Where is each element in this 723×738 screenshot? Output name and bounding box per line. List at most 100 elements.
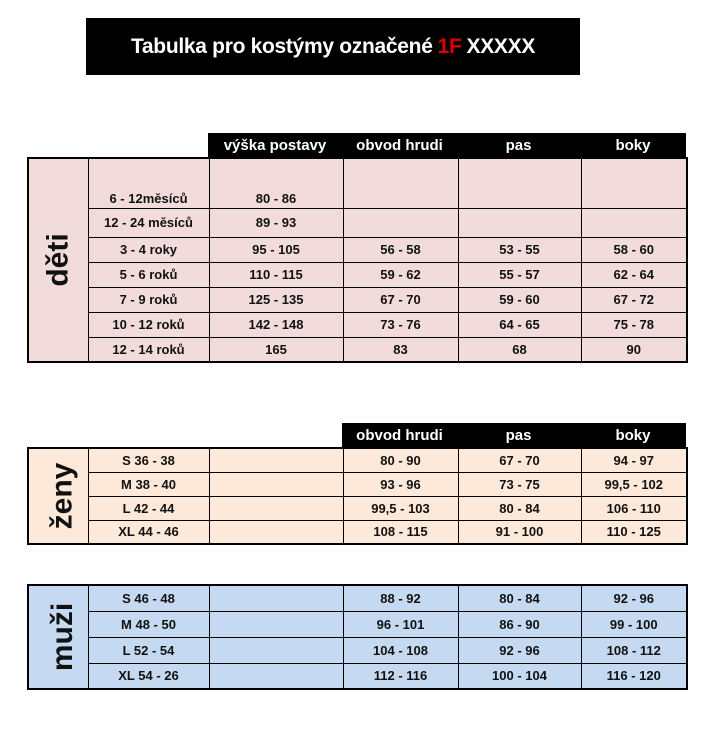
muzi-table: muži S 46 - 48 88 - 92 80 - 84 92 - 96 M 48 -… — [27, 584, 688, 690]
value-cell — [580, 157, 688, 209]
value-cell: 83 — [342, 336, 459, 363]
size-cell: S 46 - 48 — [87, 584, 210, 612]
zeny-header-row: obvod hrudi pas boky — [342, 423, 686, 448]
value-cell: 67 - 70 — [457, 447, 582, 473]
deti-header-row: výška postavy obvod hrudi pas boky — [208, 133, 686, 158]
table-row: 12 - 14 roků 165 83 68 90 — [28, 336, 688, 363]
value-cell: 91 - 100 — [457, 519, 582, 545]
value-cell: 116 - 120 — [580, 662, 688, 690]
header-obvod: obvod hrudi — [356, 427, 443, 444]
table-row: děti 6 - 12měsíců 80 - 86 — [27, 157, 688, 363]
size-cell: 12 - 24 měsíců — [87, 207, 210, 238]
value-cell — [208, 471, 344, 497]
title-highlight: 1F — [437, 34, 462, 58]
table-row: XL 54 - 26 112 - 116 100 - 104 116 - 120 — [28, 662, 688, 690]
page-title: Tabulka pro kostýmy označené 1F XXXXX — [86, 18, 580, 75]
value-cell — [208, 636, 344, 664]
size-cell: XL 44 - 46 — [87, 519, 210, 545]
value-cell — [208, 584, 344, 612]
title-prefix: Tabulka pro kostýmy označené — [130, 34, 433, 58]
size-cell: L 42 - 44 — [87, 495, 210, 521]
table-row: M 48 - 50 96 - 101 86 - 90 99 - 100 — [28, 610, 688, 638]
value-cell: 56 - 58 — [342, 236, 459, 263]
value-cell: 99,5 - 102 — [580, 471, 688, 497]
value-cell: 59 - 60 — [457, 286, 582, 313]
size-cell: M 38 - 40 — [87, 471, 210, 497]
value-cell: 67 - 70 — [342, 286, 459, 313]
value-cell: 165 — [208, 336, 344, 363]
size-cell: 12 - 14 roků — [87, 336, 210, 363]
header-pas: pas — [505, 137, 532, 154]
deti-table: děti 6 - 12měsíců 80 - 86 12 - 24 měsíců 89 … — [27, 157, 688, 363]
value-cell: 96 - 101 — [342, 610, 459, 638]
value-cell — [208, 610, 344, 638]
value-cell: 53 - 55 — [457, 236, 582, 263]
title-suffix: XXXXX — [466, 34, 536, 58]
value-cell: 59 - 62 — [342, 261, 459, 288]
value-cell: 80 - 86 — [208, 157, 344, 209]
table-row: 7 - 9 roků 125 - 135 67 - 70 59 - 60 67 - 72 — [28, 286, 688, 313]
value-cell: 90 — [580, 336, 688, 363]
category-label: děti — [41, 233, 75, 287]
value-cell — [208, 447, 344, 473]
value-cell: 73 - 75 — [457, 471, 582, 497]
value-cell: 110 - 125 — [580, 519, 688, 545]
category-label-cell: muži — [27, 584, 89, 690]
value-cell: 108 - 112 — [580, 636, 688, 664]
size-cell: L 52 - 54 — [87, 636, 210, 664]
size-cell: 5 - 6 roků — [87, 261, 210, 288]
category-label: ženy — [45, 462, 79, 530]
header-boky: boky — [615, 427, 651, 444]
value-cell: 73 - 76 — [342, 311, 459, 338]
value-cell: 104 - 108 — [342, 636, 459, 664]
value-cell: 55 - 57 — [457, 261, 582, 288]
value-cell: 142 - 148 — [208, 311, 344, 338]
table-row: ženy S 36 - 38 80 - 90 67 - 70 94 - 97 — [27, 447, 688, 545]
value-cell — [208, 662, 344, 690]
value-cell: 75 - 78 — [580, 311, 688, 338]
value-cell: 62 - 64 — [580, 261, 688, 288]
value-cell: 67 - 72 — [580, 286, 688, 313]
size-cell: XL 54 - 26 — [87, 662, 210, 690]
value-cell — [457, 207, 582, 238]
table-row: 12 - 24 měsíců 89 - 93 — [28, 207, 688, 238]
table-row: muži S 46 - 48 88 - 92 80 - 84 92 - 96 — [27, 584, 688, 690]
value-cell: 95 - 105 — [208, 236, 344, 263]
size-cell: 6 - 12měsíců — [87, 157, 210, 209]
size-cell: 7 - 9 roků — [87, 286, 210, 313]
table-row: L 42 - 44 99,5 - 103 80 - 84 106 - 110 — [28, 495, 688, 521]
table-row: L 52 - 54 104 - 108 92 - 96 108 - 112 — [28, 636, 688, 664]
table-row: 3 - 4 roky 95 - 105 56 - 58 53 - 55 58 - 60 — [28, 236, 688, 263]
value-cell: 92 - 96 — [457, 636, 582, 664]
table-row: M 38 - 40 93 - 96 73 - 75 99,5 - 102 — [28, 471, 688, 497]
size-cell: 10 - 12 roků — [87, 311, 210, 338]
header-vyska: výška postavy — [223, 137, 327, 154]
value-cell: 125 - 135 — [208, 286, 344, 313]
value-cell: 92 - 96 — [580, 584, 688, 612]
value-cell: 88 - 92 — [342, 584, 459, 612]
size-cell: M 48 - 50 — [87, 610, 210, 638]
value-cell: 94 - 97 — [580, 447, 688, 473]
value-cell: 86 - 90 — [457, 610, 582, 638]
value-cell — [208, 519, 344, 545]
value-cell: 99 - 100 — [580, 610, 688, 638]
value-cell: 64 - 65 — [457, 311, 582, 338]
value-cell: 112 - 116 — [342, 662, 459, 690]
table-row: XL 44 - 46 108 - 115 91 - 100 110 - 125 — [28, 519, 688, 545]
category-label-cell: ženy — [27, 447, 89, 545]
zeny-table: ženy S 36 - 38 80 - 90 67 - 70 94 - 97 M 38 -… — [27, 447, 688, 545]
value-cell — [342, 157, 459, 209]
header-boky: boky — [615, 137, 651, 154]
value-cell: 100 - 104 — [457, 662, 582, 690]
value-cell: 108 - 115 — [342, 519, 459, 545]
category-label-cell: děti — [27, 157, 89, 363]
value-cell: 106 - 110 — [580, 495, 688, 521]
table-row: 10 - 12 roků 142 - 148 73 - 76 64 - 65 75 - … — [28, 311, 688, 338]
category-label: muži — [46, 602, 80, 672]
value-cell — [208, 495, 344, 521]
value-cell: 58 - 60 — [580, 236, 688, 263]
value-cell: 68 — [457, 336, 582, 363]
value-cell: 80 - 90 — [342, 447, 459, 473]
value-cell — [580, 207, 688, 238]
value-cell: 89 - 93 — [208, 207, 344, 238]
